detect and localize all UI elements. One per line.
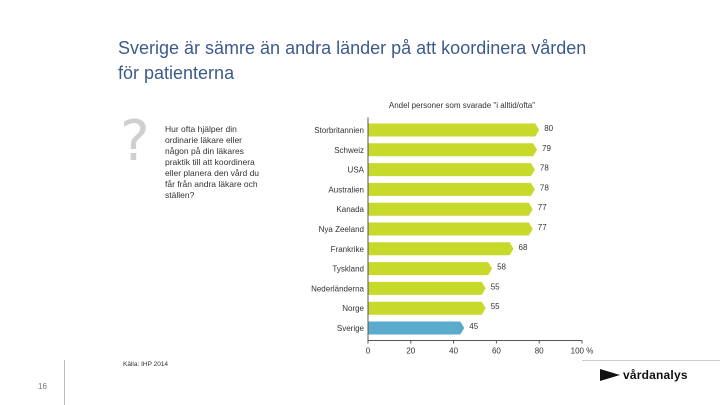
category-label: Nya Zeeland	[319, 225, 364, 234]
bar	[368, 143, 538, 157]
question-mark-icon: ?	[120, 109, 150, 174]
x-tick-label: 60	[492, 347, 501, 356]
bar	[368, 123, 540, 137]
value-label: 55	[491, 302, 500, 311]
slide-title: Sverige är sämre än andra länder på att …	[118, 38, 587, 83]
value-label: 77	[538, 203, 547, 212]
logo-arrow-icon	[600, 369, 620, 381]
value-label: 58	[497, 263, 506, 272]
category-label: Sverige	[337, 324, 365, 333]
value-label: 55	[491, 282, 500, 291]
category-label: Kanada	[336, 205, 364, 214]
bar	[368, 262, 493, 276]
category-label: Nederländerna	[311, 284, 364, 293]
bar	[368, 321, 465, 335]
bar	[368, 163, 535, 177]
value-label: 78	[540, 183, 549, 192]
bar	[368, 182, 535, 196]
bar	[368, 301, 486, 315]
source-note: Källa: IHP 2014	[123, 361, 169, 368]
logo-text: vårdanalys	[623, 368, 688, 382]
survey-question: Hur ofta hjälper din ordinarie läkare el…	[165, 124, 260, 200]
x-tick-label: 100 %	[571, 347, 594, 356]
footer-divider	[64, 360, 65, 405]
category-label: Frankrike	[331, 245, 365, 254]
category-label: Norge	[342, 304, 364, 313]
x-tick-label: 20	[406, 347, 415, 356]
bar	[368, 202, 533, 216]
x-tick-label: 40	[449, 347, 458, 356]
bar	[368, 281, 486, 295]
category-label: Australien	[328, 185, 364, 194]
logo-divider	[582, 360, 720, 361]
x-tick-label: 80	[535, 347, 544, 356]
value-label: 77	[538, 223, 547, 232]
value-label: 79	[542, 144, 551, 153]
value-label: 68	[519, 243, 528, 252]
category-label: Storbritannien	[314, 126, 364, 135]
chart-title: Andel personer som svarade "i alltid/oft…	[389, 101, 535, 110]
value-label: 45	[469, 322, 478, 331]
value-label: 80	[544, 124, 553, 133]
value-label: 78	[540, 164, 549, 173]
page-number: 16	[38, 382, 47, 391]
x-tick-label: 0	[366, 347, 371, 356]
bar	[368, 222, 533, 236]
category-label: USA	[348, 166, 365, 175]
vardanalys-logo: vårdanalys	[600, 368, 688, 382]
bar	[368, 242, 514, 256]
category-label: Tyskland	[332, 265, 364, 274]
category-label: Schweiz	[334, 146, 364, 155]
